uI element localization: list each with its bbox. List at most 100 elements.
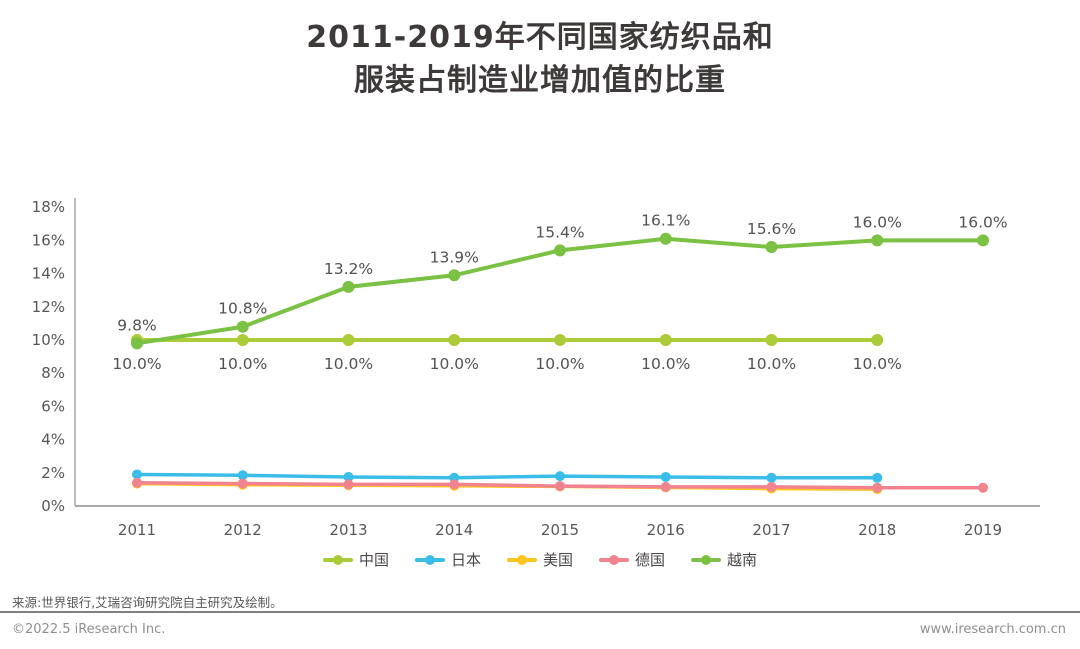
y-tick-label: 14%: [32, 265, 65, 283]
data-label-vietnam: 15.6%: [747, 220, 796, 238]
series-point-germany: [978, 482, 988, 493]
legend-item-usa: 美国: [506, 549, 573, 570]
series-point-china: [765, 334, 778, 346]
series-point-germany: [449, 479, 460, 490]
y-tick-label: 16%: [32, 231, 65, 249]
series-point-germany: [343, 479, 354, 490]
chart-title: 2011-2019年不同国家纺织品和 服装占制造业增加值的比重: [0, 16, 1080, 102]
data-label-vietnam: 9.8%: [117, 316, 156, 334]
legend-label: 德国: [635, 551, 666, 569]
series-point-japan: [555, 471, 565, 482]
legend-dot-icon: [516, 554, 527, 565]
series-point-china: [236, 334, 249, 346]
x-tick-label: 2017: [752, 521, 790, 539]
legend-item-china: 中国: [322, 549, 389, 570]
y-tick-label: 12%: [32, 298, 65, 316]
data-label-china: 10.0%: [641, 355, 690, 373]
data-label-vietnam: 13.9%: [430, 248, 479, 266]
series-point-vietnam: [659, 232, 672, 245]
legend-item-japan: 日本: [414, 549, 481, 570]
series-point-japan: [132, 469, 142, 480]
x-tick-label: 2011: [118, 521, 156, 539]
y-tick-label: 6%: [41, 397, 65, 415]
series-point-vietnam: [236, 320, 249, 333]
series-point-china: [659, 334, 672, 346]
series-point-japan: [660, 471, 671, 482]
data-label-china: 10.0%: [218, 355, 267, 373]
legend-dot-icon: [332, 554, 343, 565]
footer-divider: [0, 611, 1080, 613]
series-point-china: [342, 334, 355, 346]
legend-item-vietnam: 越南: [691, 549, 757, 570]
copyright-text: ©2022.5 iResearch Inc.: [12, 622, 166, 637]
legend-line-icon: [691, 554, 722, 565]
legend-line-icon: [322, 554, 353, 565]
x-tick-label: 2014: [435, 521, 473, 539]
x-tick-label: 2012: [224, 521, 262, 539]
series-point-vietnam: [448, 269, 461, 282]
data-label-vietnam: 15.4%: [535, 223, 584, 241]
series-point-germany: [660, 481, 671, 492]
series-point-japan: [872, 472, 883, 483]
x-tick-label: 2016: [647, 521, 685, 539]
data-label-china: 10.0%: [853, 355, 902, 373]
series-point-germany: [555, 481, 565, 492]
y-tick-label: 4%: [41, 431, 65, 449]
legend-line-icon: [599, 554, 629, 565]
series-point-china: [554, 334, 566, 346]
y-tick-label: 18%: [32, 198, 65, 216]
legend-dot-icon: [424, 554, 435, 565]
series-point-china: [871, 334, 884, 346]
chart-legend: 中国 日本 美国 德国 越南: [0, 549, 1080, 570]
source-note: 来源:世界银行,艾瑞咨询研究院自主研究及绘制。: [12, 595, 283, 610]
legend-line-icon: [414, 554, 445, 565]
data-label-china: 10.0%: [324, 355, 373, 373]
data-label-china: 10.0%: [747, 355, 796, 373]
y-tick-label: 10%: [32, 331, 65, 349]
x-tick-label: 2019: [964, 521, 1002, 539]
legend-dot-icon: [701, 554, 712, 565]
x-tick-label: 2018: [858, 521, 896, 539]
y-tick-label: 8%: [41, 364, 65, 382]
data-label-china: 10.0%: [112, 355, 161, 373]
series-point-germany: [237, 478, 248, 489]
series-point-vietnam: [871, 234, 884, 247]
chart-title-line2: 服装占制造业增加值的比重: [354, 63, 726, 98]
series-point-japan: [237, 470, 248, 481]
data-label-vietnam: 10.8%: [218, 300, 267, 318]
series-point-germany: [132, 477, 142, 488]
footer-row: ©2022.5 iResearch Inc. www.iresearch.com…: [0, 620, 1080, 640]
data-label-vietnam: 16.0%: [853, 213, 902, 231]
legend-label: 美国: [542, 551, 573, 569]
x-tick-label: 2013: [329, 521, 367, 539]
series-point-china: [448, 334, 461, 346]
series-point-japan: [343, 471, 354, 482]
legend-label: 中国: [358, 551, 389, 569]
legend-dot-icon: [609, 554, 619, 565]
website-link[interactable]: www.iresearch.com.cn: [919, 622, 1066, 637]
y-tick-label: 2%: [41, 464, 65, 482]
legend-item-germany: 德国: [599, 549, 665, 570]
series-line-japan: [135, 472, 879, 480]
line-chart-svg: 0% 2% 4% 6% 8% 10% 12% 14% 16% 18% 2011 2012 2013 201…: [32, 198, 1040, 539]
data-label-vietnam: 16.1%: [641, 212, 690, 230]
series-point-vietnam: [554, 244, 566, 257]
legend-label: 日本: [450, 551, 481, 569]
series-point-vietnam: [131, 337, 143, 350]
legend-label: 越南: [727, 551, 758, 569]
data-label-vietnam: 13.2%: [324, 260, 373, 278]
y-tick-label: 0%: [41, 497, 65, 515]
series-point-vietnam: [765, 241, 778, 254]
series-point-vietnam: [977, 234, 989, 247]
legend-line-icon: [506, 554, 537, 565]
data-label-china: 10.0%: [430, 355, 479, 373]
chart-title-line1: 2011-2019年不同国家纺织品和: [306, 20, 774, 55]
x-tick-label: 2015: [541, 521, 579, 539]
series-point-germany: [766, 481, 777, 492]
series-point-germany: [872, 482, 883, 493]
data-label-vietnam: 16.0%: [958, 213, 1007, 231]
data-label-china: 10.0%: [535, 355, 584, 373]
series-point-japan: [766, 472, 777, 483]
series-point-vietnam: [342, 280, 355, 293]
